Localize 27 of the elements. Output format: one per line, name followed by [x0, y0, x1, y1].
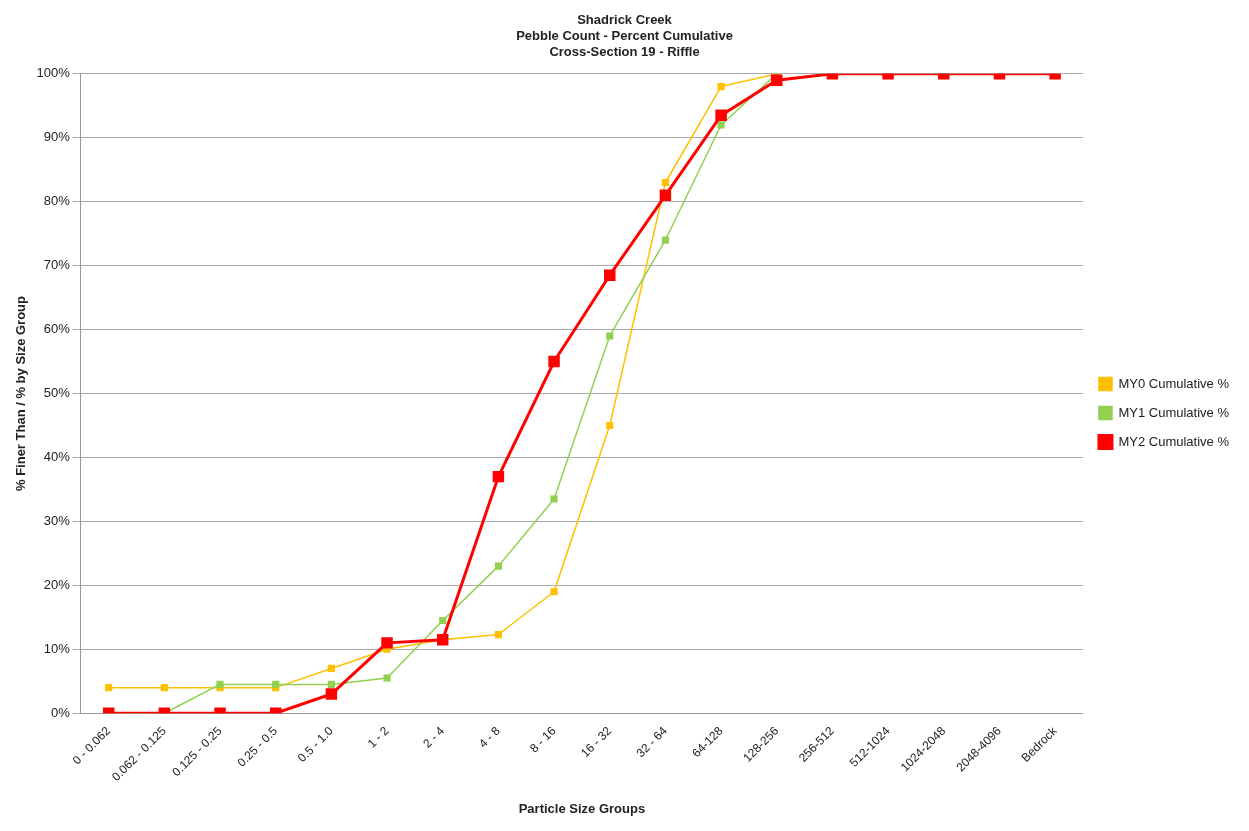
y-tick-label: 50%: [43, 385, 71, 401]
y-tick-label: 70%: [43, 257, 71, 273]
x-tick-label: 0.5 - 1.0: [294, 723, 337, 765]
y-tick-label: 40%: [43, 449, 71, 465]
y-tick-label: 20%: [43, 576, 71, 592]
y-tick-label: 0%: [51, 704, 71, 720]
y-tick-label: 10%: [43, 640, 71, 656]
legend-label: MY0 Cumulative %: [1118, 375, 1230, 391]
y-tick-label: 90%: [43, 129, 71, 145]
x-tick-label: 1 - 2: [364, 723, 392, 751]
y-axis-title: % Finer Than / % by Size Group: [13, 295, 29, 492]
legend-label: MY1 Cumulative %: [1118, 404, 1230, 420]
x-tick-label: 16 - 32: [577, 723, 615, 761]
text: Cross-Section 19 - Riffle: [549, 43, 700, 59]
x-tick-label: 4 - 8: [475, 723, 504, 751]
legend-label: MY2 Cumulative %: [1118, 433, 1230, 449]
x-tick-label: 32 - 64: [633, 723, 671, 761]
text: Shadrick Creek: [577, 12, 672, 28]
x-axis-title: Particle Size Groups: [518, 800, 646, 816]
y-tick-label: 30%: [43, 512, 71, 528]
y-tick-label: 60%: [43, 321, 71, 337]
x-tick-label: 8 - 16: [526, 723, 559, 756]
y-tick-label: 100%: [36, 65, 71, 81]
x-tick-label: 0.25 - 0.5: [234, 723, 281, 770]
text: Pebble Count - Percent Cumulative: [516, 27, 733, 43]
x-tick-label: 2 - 4: [420, 723, 448, 751]
y-tick-label: 80%: [43, 193, 71, 209]
